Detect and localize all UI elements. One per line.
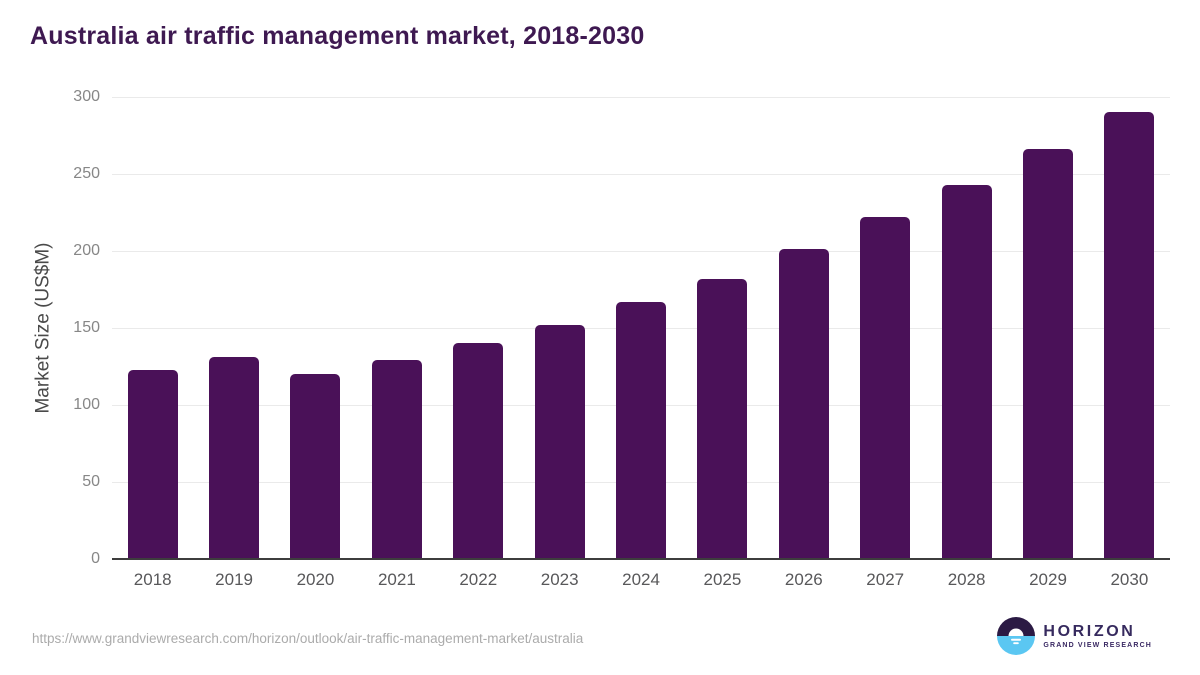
- bar-slot-2028: [926, 97, 1007, 559]
- bar-slot-2021: [356, 97, 437, 559]
- logo-subtitle: GRAND VIEW RESEARCH: [1043, 642, 1152, 650]
- gridline-250: [112, 174, 1170, 175]
- bar-slot-2025: [682, 97, 763, 559]
- bar-2027: [860, 217, 911, 559]
- bar-2021: [371, 360, 422, 559]
- x-tick-label-2028: 2028: [947, 570, 986, 589]
- bar-slot-2024: [600, 97, 681, 559]
- bar-2019: [209, 357, 260, 559]
- y-tick-label-300: 300: [73, 88, 100, 105]
- bar-2030: [1104, 112, 1155, 559]
- gridline-200: [112, 251, 1170, 252]
- bar-2026: [778, 249, 829, 559]
- x-axis-labels: 2018 2019 2020 2021 2022 2023 2024 2025 2026 2027…: [112, 570, 1170, 590]
- bar-slot-2022: [438, 97, 519, 559]
- x-tick-label-2024: 2024: [622, 570, 660, 589]
- bar-slot-2029: [1007, 97, 1088, 559]
- horizon-logo-text: HORIZON GRAND VIEW RESEARCH: [1043, 623, 1152, 650]
- bar-slot-2023: [519, 97, 600, 559]
- bar-2029: [1022, 149, 1073, 559]
- bar-2018: [127, 369, 178, 559]
- x-tick-label-2023: 2023: [540, 570, 579, 589]
- x-tick-label-2019: 2019: [215, 570, 253, 589]
- x-axis-line: [112, 558, 1170, 560]
- source-url: https://www.grandviewresearch.com/horizo…: [32, 631, 584, 646]
- y-tick-label-100: 100: [73, 396, 100, 413]
- chart-title: Australia air traffic management market,…: [30, 22, 645, 50]
- x-tick-label-2029: 2029: [1029, 570, 1067, 589]
- x-tick-label-2026: 2026: [784, 570, 823, 589]
- bar-slot-2030: [1089, 97, 1170, 559]
- bar-2020: [290, 374, 341, 559]
- y-tick-label-0: 0: [91, 550, 100, 567]
- x-tick-label-2027: 2027: [866, 570, 905, 589]
- bar-slot-2026: [763, 97, 844, 559]
- bar-2023: [534, 324, 585, 559]
- x-tick-label-2021: 2021: [377, 570, 416, 589]
- bar-2022: [453, 343, 504, 559]
- x-tick-label-2018: 2018: [133, 570, 172, 589]
- gridline-300: [112, 97, 1170, 98]
- y-tick-label-150: 150: [73, 319, 100, 336]
- horizon-logo-icon: [997, 617, 1036, 655]
- plot-area: 0 50 100 150 200 250 300: [73, 88, 1170, 567]
- x-tick-label-2030: 2030: [1110, 570, 1149, 589]
- bar-2025: [697, 278, 748, 559]
- bar-2024: [616, 301, 667, 559]
- bar-slot-2027: [845, 97, 926, 559]
- bar-slot-2020: [275, 97, 356, 559]
- x-tick-label-2022: 2022: [459, 570, 498, 589]
- bar-slot-2018: [112, 97, 193, 559]
- y-tick-label-200: 200: [73, 242, 100, 259]
- x-tick-label-2025: 2025: [703, 570, 742, 589]
- horizon-logo: HORIZON GRAND VIEW RESEARCH: [997, 617, 1152, 655]
- bar-series: [112, 97, 1170, 559]
- x-tick-label-2020: 2020: [296, 570, 335, 589]
- bar-2028: [941, 184, 992, 559]
- logo-wordmark: HORIZON: [1043, 622, 1136, 640]
- y-tick-label-250: 250: [73, 165, 100, 182]
- bar-slot-2019: [193, 97, 274, 559]
- y-tick-label-50: 50: [82, 473, 100, 490]
